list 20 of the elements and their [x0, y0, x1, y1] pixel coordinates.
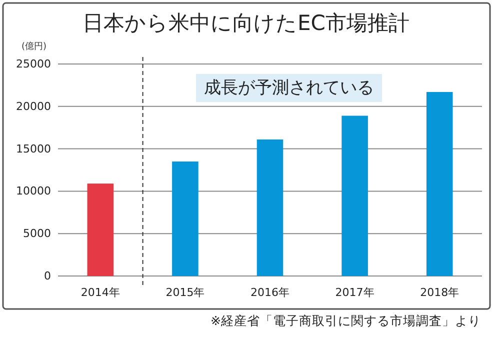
- x-tick-label: 2015年: [166, 286, 205, 299]
- bar: [342, 116, 368, 276]
- x-tick-label: 2017年: [335, 286, 374, 299]
- x-tick-label: 2014年: [80, 286, 120, 299]
- bar: [172, 162, 198, 276]
- y-tick-label: 5000: [23, 227, 51, 240]
- x-tick-label: 2018年: [420, 286, 460, 299]
- y-tick-label: 0: [44, 270, 51, 283]
- y-tick-label: 20000: [16, 100, 51, 113]
- x-tick-label: 2016年: [250, 286, 290, 299]
- bar: [87, 184, 114, 276]
- y-tick-label: 15000: [16, 142, 51, 156]
- y-axis-title: (億円): [21, 41, 47, 52]
- bar: [256, 139, 284, 276]
- chart-title: 日本から米中に向けたEC市場推計: [82, 11, 410, 35]
- annotation: 成長が予測されている: [204, 78, 374, 98]
- y-tick-label: 25000: [16, 58, 51, 71]
- text: ※経産省「電子商取引に関する市場調査」より: [210, 313, 481, 328]
- bar: [426, 92, 453, 276]
- y-tick-label: 10000: [16, 184, 51, 198]
